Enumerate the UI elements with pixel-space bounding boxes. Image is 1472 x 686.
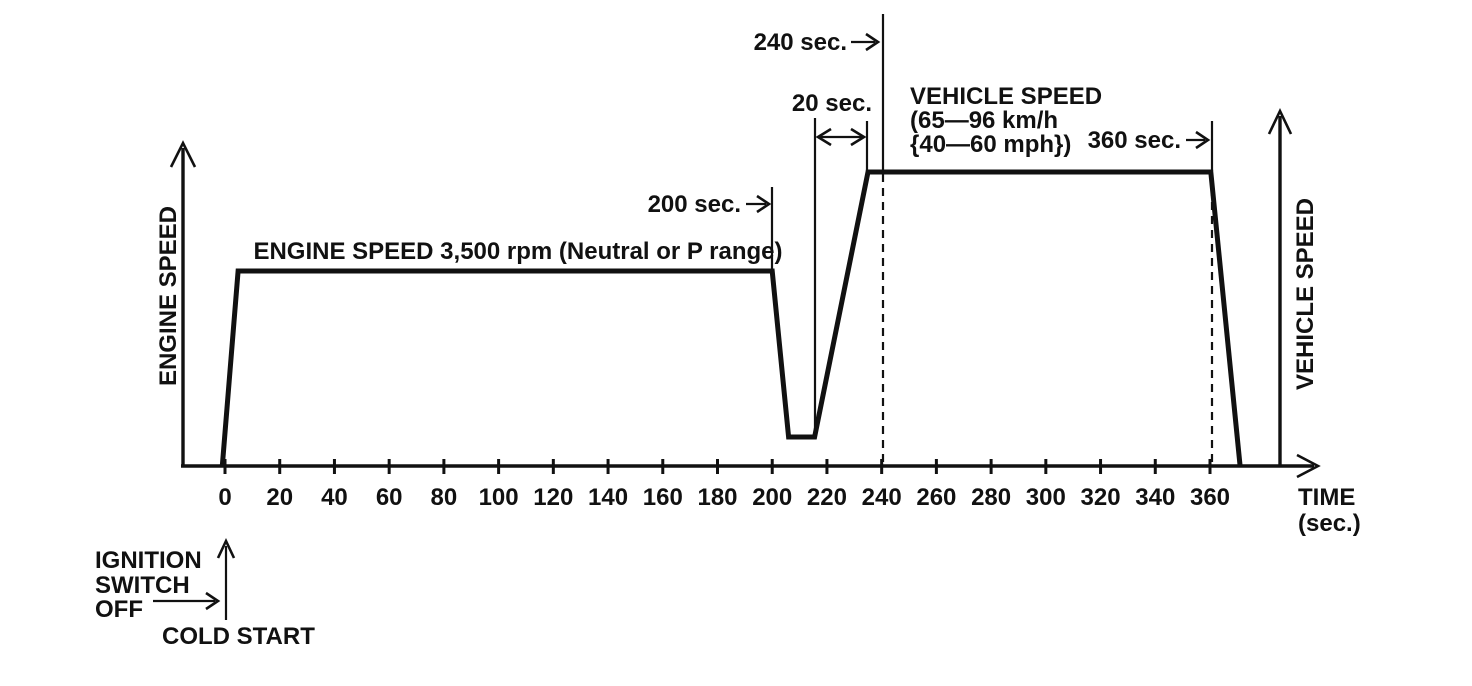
vehicle-speed-axis-label: VEHICLE SPEED — [1292, 198, 1319, 390]
x-axis-tick-label: 200 — [752, 484, 792, 511]
arrow-200sec-icon — [746, 194, 772, 214]
ignition-label-line2: SWITCH — [95, 572, 190, 599]
x-axis-tick-label: 300 — [1026, 484, 1066, 511]
x-axis-tick-label: 0 — [218, 484, 231, 511]
x-axis-tick-label: 320 — [1081, 484, 1121, 511]
x-axis-ticks: 0 20 40 60 80 100 120 140 160 180 200 220 240 260 280 3… — [218, 459, 1230, 511]
cold-start-arrow-icon — [216, 537, 236, 620]
cold-start-label: COLD START — [162, 623, 315, 650]
speed-profile-line — [219, 169, 1243, 467]
x-axis-tick-label: 140 — [588, 484, 628, 511]
ignition-label-line1: IGNITION — [95, 547, 202, 574]
x-axis-tick-label: 80 — [431, 484, 458, 511]
vehicle-speed-annotation-line2: (65—96 km/h — [910, 107, 1058, 134]
arrow-360sec-icon — [1186, 130, 1211, 150]
x-axis-tick-label: 120 — [533, 484, 573, 511]
ignition-off-arrow-icon — [153, 591, 221, 611]
x-axis-tick-label: 100 — [479, 484, 519, 511]
x-axis-tick-label: 340 — [1135, 484, 1175, 511]
label-240sec: 240 sec. — [754, 29, 847, 56]
time-axis-label: TIME — [1298, 484, 1355, 511]
x-axis-tick-label: 160 — [643, 484, 683, 511]
x-axis-tick-label: 220 — [807, 484, 847, 511]
x-axis-tick-label: 360 — [1190, 484, 1230, 511]
x-axis-tick-label: 280 — [971, 484, 1011, 511]
vehicle-speed-axis-arrow-icon — [1267, 107, 1293, 135]
x-axis-tick-label: 20 — [266, 484, 293, 511]
label-200sec: 200 sec. — [648, 191, 741, 218]
x-axis-tick-label: 180 — [697, 484, 737, 511]
time-axis-unit-label: (sec.) — [1298, 510, 1361, 537]
vehicle-speed-annotation-line3: {40—60 mph}) — [910, 131, 1071, 158]
double-arrow-20sec-icon — [815, 127, 867, 147]
x-axis-tick-label: 60 — [376, 484, 403, 511]
engine-speed-axis-label: ENGINE SPEED — [155, 206, 182, 386]
engine-speed-axis-arrow-icon — [169, 140, 197, 168]
x-axis-tick-label: 240 — [862, 484, 902, 511]
vehicle-speed-annotation-line1: VEHICLE SPEED — [910, 83, 1102, 110]
label-360sec: 360 sec. — [1088, 127, 1181, 154]
arrow-240sec-icon — [851, 32, 881, 52]
label-20sec: 20 sec. — [792, 90, 872, 117]
ignition-label-line3: OFF — [95, 596, 143, 623]
time-axis-arrow-icon — [1296, 453, 1321, 479]
x-axis-tick-label: 40 — [321, 484, 348, 511]
engine-speed-curve-label: ENGINE SPEED 3,500 rpm (Neutral or P ran… — [253, 238, 782, 265]
x-axis-tick-label: 260 — [916, 484, 956, 511]
